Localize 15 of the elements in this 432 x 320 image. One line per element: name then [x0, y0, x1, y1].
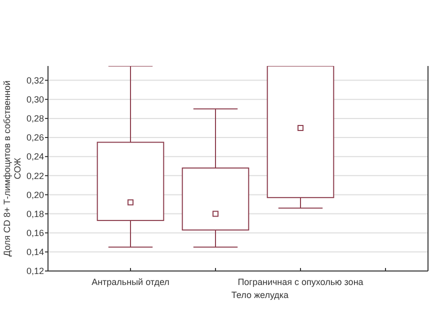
y-tick-label: 0,14: [26, 247, 44, 258]
y-tick-label: 0,12: [26, 266, 44, 276]
y-tick-label: 0,30: [26, 94, 44, 105]
x-axis-title: Тело желудка: [231, 290, 289, 300]
y-tick-label: 0,20: [26, 190, 44, 200]
y-tick-label: 0,28: [26, 114, 44, 124]
x-tick-label: Пограничная с опухолью зона: [238, 277, 364, 287]
y-tick-label: 0,32: [26, 75, 44, 86]
y-axis-title: Доля CD 8+ Т-лимфоцитов в собственной СОЖ: [2, 80, 23, 256]
y-tick-label: 0,16: [26, 228, 44, 238]
x-tick-label: Антральный отдел: [92, 277, 170, 287]
y-tick-label: 0,24: [26, 152, 44, 162]
y-tick-label: 0,18: [26, 208, 44, 219]
y-tick-label: 0,26: [26, 132, 44, 143]
y-tick-label: 0,22: [26, 170, 44, 181]
